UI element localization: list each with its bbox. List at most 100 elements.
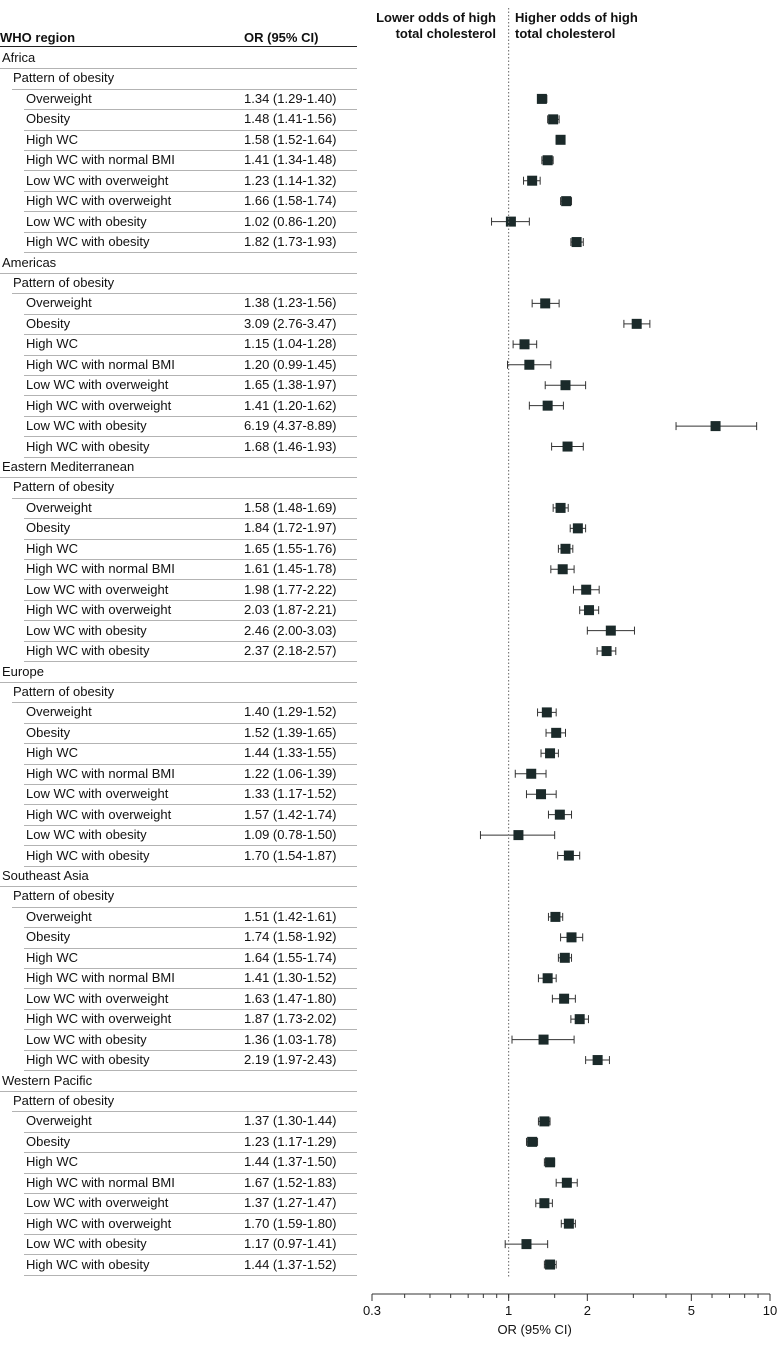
row-divider xyxy=(24,764,357,765)
point-estimate-marker xyxy=(571,237,582,248)
row-label: Low WC with obesity xyxy=(26,1031,147,1047)
point-estimate-marker xyxy=(539,1116,550,1127)
row-divider xyxy=(24,1009,357,1010)
row-divider xyxy=(24,620,357,621)
x-tick-label: 0.3 xyxy=(363,1303,381,1318)
row-or-ci: 1.15 (1.04-1.28) xyxy=(244,336,337,352)
region-label: Africa xyxy=(2,50,36,65)
row-divider xyxy=(24,1173,357,1174)
row-label: Low WC with overweight xyxy=(26,990,169,1006)
row-or-ci: 1.58 (1.52-1.64) xyxy=(244,131,337,147)
row-divider xyxy=(24,314,357,315)
point-estimate-marker xyxy=(527,175,538,186)
point-estimate-marker xyxy=(505,216,516,227)
row-divider xyxy=(0,682,357,683)
row-label: Overweight xyxy=(26,90,92,106)
row-label: Low WC with obesity xyxy=(26,418,147,434)
row-label: Overweight xyxy=(26,295,92,311)
point-estimate-marker xyxy=(541,707,552,718)
row-divider xyxy=(24,1254,357,1255)
point-estimate-marker xyxy=(548,114,559,125)
header-who-region: WHO region xyxy=(0,30,76,45)
point-estimate-marker xyxy=(592,1055,603,1066)
point-estimate-marker xyxy=(557,564,568,575)
row-label: High WC with obesity xyxy=(26,438,150,454)
row-label: Low WC with overweight xyxy=(26,581,169,597)
point-estimate-marker xyxy=(563,850,574,861)
row-or-ci: 1.84 (1.72-1.97) xyxy=(244,520,337,536)
row-divider xyxy=(12,89,357,90)
row-divider xyxy=(24,784,357,785)
row-or-ci: 1.61 (1.45-1.78) xyxy=(244,561,337,577)
point-estimate-marker xyxy=(601,646,612,657)
row-divider xyxy=(24,375,357,376)
row-or-ci: 1.66 (1.58-1.74) xyxy=(244,193,337,209)
point-estimate-marker xyxy=(559,952,570,963)
pattern-label: Pattern of obesity xyxy=(13,479,115,495)
row-divider xyxy=(24,1070,357,1071)
row-label: High WC with overweight xyxy=(26,397,172,413)
point-estimate-marker xyxy=(605,625,616,636)
row-label: Obesity xyxy=(26,315,71,331)
point-estimate-marker xyxy=(519,339,530,350)
row-or-ci: 1.82 (1.73-1.93) xyxy=(244,234,337,250)
point-estimate-marker xyxy=(566,932,577,943)
row-or-ci: 1.98 (1.77-2.22) xyxy=(244,581,337,597)
row-or-ci: 1.17 (0.97-1.41) xyxy=(244,1236,337,1252)
row-divider xyxy=(0,1091,357,1092)
row-label: High WC xyxy=(26,540,79,556)
row-divider xyxy=(24,927,357,928)
row-or-ci: 1.65 (1.55-1.76) xyxy=(244,540,337,556)
row-divider xyxy=(0,477,357,478)
point-estimate-marker xyxy=(561,196,572,207)
row-label: High WC xyxy=(26,1154,79,1170)
row-or-ci: 1.02 (0.86-1.20) xyxy=(244,213,337,229)
row-label: High WC xyxy=(26,131,79,147)
row-divider xyxy=(24,1029,357,1030)
point-estimate-marker xyxy=(631,318,642,329)
row-label: Low WC with overweight xyxy=(26,786,169,802)
point-estimate-marker xyxy=(581,584,592,595)
row-divider xyxy=(24,1193,357,1194)
row-divider xyxy=(24,948,357,949)
row-label: High WC xyxy=(26,336,79,352)
point-estimate-marker xyxy=(554,809,565,820)
row-or-ci: 1.23 (1.14-1.32) xyxy=(244,172,337,188)
row-divider xyxy=(24,804,357,805)
row-divider xyxy=(24,641,357,642)
point-estimate-marker xyxy=(574,1014,585,1025)
row-or-ci: 1.48 (1.41-1.56) xyxy=(244,111,337,127)
higher-odds-annotation: Higher odds of high total cholesterol xyxy=(515,10,638,41)
pattern-label: Pattern of obesity xyxy=(13,1092,115,1108)
row-or-ci: 1.44 (1.37-1.52) xyxy=(244,1256,337,1272)
row-label: High WC with normal BMI xyxy=(26,765,175,781)
row-label: High WC with obesity xyxy=(26,234,150,250)
row-label: High WC with overweight xyxy=(26,806,172,822)
point-estimate-marker xyxy=(542,973,553,984)
point-estimate-marker xyxy=(555,502,566,513)
row-or-ci: 1.67 (1.52-1.83) xyxy=(244,1174,337,1190)
header-rule xyxy=(0,46,357,47)
row-label: Obesity xyxy=(26,111,71,127)
row-divider xyxy=(24,109,357,110)
row-or-ci: 1.34 (1.29-1.40) xyxy=(244,90,337,106)
row-label: High WC with overweight xyxy=(26,602,172,618)
row-label: High WC with overweight xyxy=(26,193,172,209)
row-divider xyxy=(24,130,357,131)
row-or-ci: 3.09 (2.76-3.47) xyxy=(244,315,337,331)
row-divider xyxy=(12,907,357,908)
row-divider xyxy=(24,661,357,662)
region-label: Europe xyxy=(2,663,44,679)
row-divider xyxy=(24,252,357,253)
point-estimate-marker xyxy=(536,789,547,800)
row-label: High WC with normal BMI xyxy=(26,356,175,372)
row-divider xyxy=(24,416,357,417)
row-divider xyxy=(24,988,357,989)
row-divider xyxy=(24,600,357,601)
row-divider xyxy=(0,68,357,69)
point-estimate-marker xyxy=(560,380,571,391)
row-or-ci: 1.41 (1.34-1.48) xyxy=(244,152,337,168)
point-estimate-marker xyxy=(572,523,583,534)
row-divider xyxy=(24,518,357,519)
row-or-ci: 1.38 (1.23-1.56) xyxy=(244,295,337,311)
